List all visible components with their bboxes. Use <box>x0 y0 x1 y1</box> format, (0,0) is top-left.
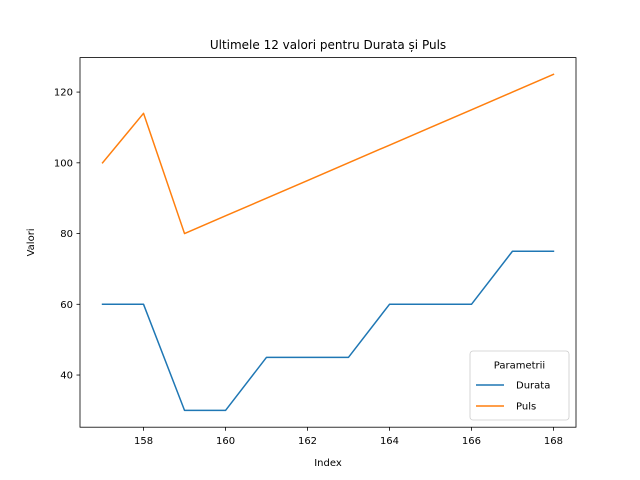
y-tick-label: 100 <box>54 158 73 169</box>
legend-title: Parametrii <box>494 361 545 372</box>
legend-label-durata: Durata <box>516 381 550 392</box>
series-line-puls <box>101 73 555 235</box>
x-axis-label: Index <box>314 458 342 469</box>
plot-frame <box>79 57 577 428</box>
chart-title: Ultimele 12 valori pentru Durata și Puls <box>210 38 446 52</box>
legend-label-puls: Puls <box>516 402 536 413</box>
y-axis-label: Valori <box>26 228 37 256</box>
y-tick-label: 120 <box>54 88 73 99</box>
x-tick-label: 158 <box>134 436 153 447</box>
legend-box <box>469 350 570 421</box>
y-tick-label: 60 <box>60 300 73 311</box>
y-tick-label: 40 <box>60 371 73 382</box>
legend: Parametrii Durata Puls <box>469 350 570 421</box>
x-tick-label: 168 <box>544 436 563 447</box>
x-tick-label: 164 <box>380 436 399 447</box>
x-tick-label: 166 <box>462 436 481 447</box>
series-line-durata <box>101 250 555 412</box>
y-tick-label: 80 <box>60 229 73 240</box>
x-tick-label: 162 <box>298 436 317 447</box>
x-tick-label: 160 <box>216 436 235 447</box>
